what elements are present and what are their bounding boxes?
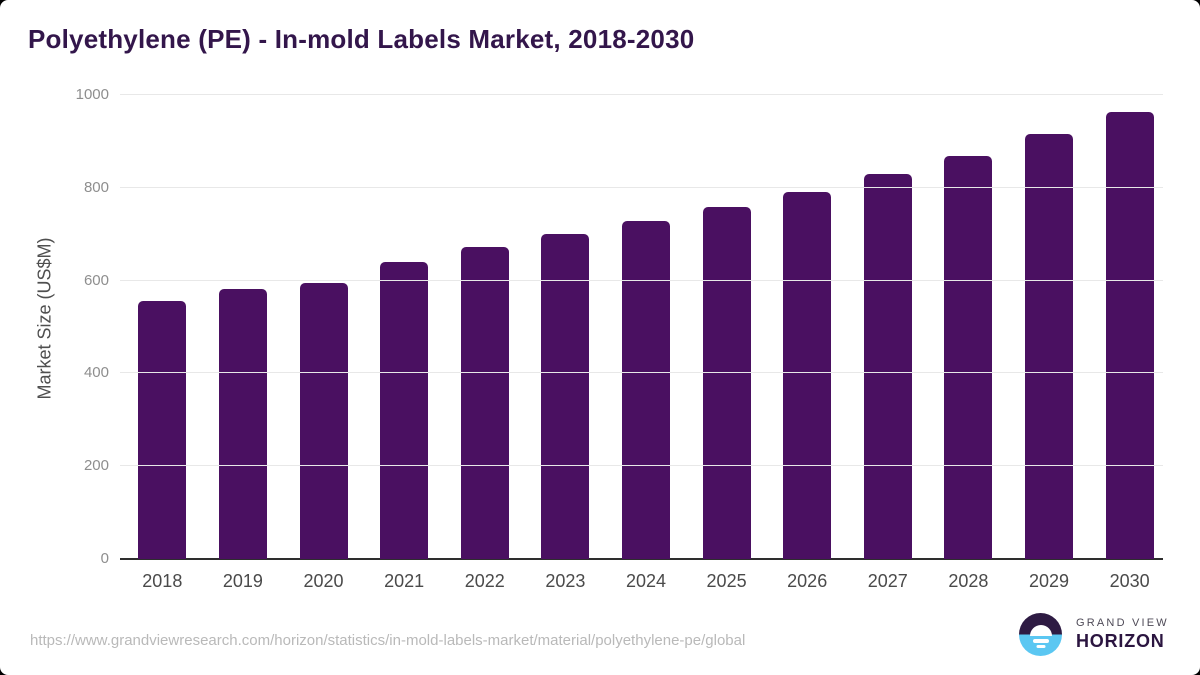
chart-title: Polyethylene (PE) - In-mold Labels Marke… xyxy=(28,24,695,54)
logo-text-block: GRAND VIEW HORIZON xyxy=(1076,617,1169,652)
y-tick-label-600: 600 xyxy=(83,271,109,289)
x-tick-label-2022: 2022 xyxy=(464,571,505,591)
bar-slot-2025 xyxy=(686,206,767,559)
bar-2022[interactable] xyxy=(460,247,509,559)
bar-slot-2027 xyxy=(847,174,928,559)
gridline-400 xyxy=(120,372,1163,374)
y-tick-label-800: 800 xyxy=(83,178,109,196)
x-tick-label-2027: 2027 xyxy=(867,571,908,591)
x-tick-label-2030: 2030 xyxy=(1109,571,1150,591)
logo-reflection-line-1 xyxy=(1032,638,1049,643)
logo-product-name: HORIZON xyxy=(1076,631,1165,651)
bar-2025[interactable] xyxy=(702,206,751,559)
bars-layer xyxy=(122,95,1170,559)
bar-slot-2021 xyxy=(364,261,445,559)
x-tick-label-2018: 2018 xyxy=(142,571,183,591)
bar-2019[interactable] xyxy=(218,288,267,559)
x-tick-label-2026: 2026 xyxy=(787,571,828,591)
y-axis-title: Market Size (US$M) xyxy=(27,158,63,478)
bar-2028[interactable] xyxy=(944,155,993,559)
x-axis-labels: 2018 2019 2020 2021 2022 2023 2024 2025 2026 2027… xyxy=(122,571,1170,592)
y-tick-label-400: 400 xyxy=(83,364,109,382)
bar-slot-2019 xyxy=(203,288,284,559)
bar-slot-2026 xyxy=(767,191,848,559)
gridline-1000 xyxy=(120,94,1163,95)
bar-slot-2023 xyxy=(525,234,606,559)
x-tick-label-2023: 2023 xyxy=(545,571,586,591)
source-url: https://www.grandviewresearch.com/horizo… xyxy=(30,632,746,649)
gridline-800 xyxy=(120,186,1163,188)
x-tick-label-2021: 2021 xyxy=(384,571,425,591)
bar-2020[interactable] xyxy=(299,283,348,559)
y-tick-label-1000: 1000 xyxy=(75,86,109,103)
bar-2023[interactable] xyxy=(541,234,590,559)
x-tick-label-2020: 2020 xyxy=(303,571,344,591)
bar-2030[interactable] xyxy=(1105,111,1154,559)
bar-slot-2018 xyxy=(122,301,203,559)
bar-2018[interactable] xyxy=(138,301,187,559)
gridline-600 xyxy=(120,279,1163,281)
bar-2026[interactable] xyxy=(783,191,832,559)
logo-brand-name: GRAND VIEW xyxy=(1076,617,1169,629)
x-tick-label-2024: 2024 xyxy=(625,571,666,591)
bar-slot-2022 xyxy=(444,247,525,559)
logo-dome-shape xyxy=(1029,624,1052,636)
bar-2027[interactable] xyxy=(863,174,912,559)
bar-slot-2029 xyxy=(1009,134,1090,559)
x-tick-label-2025: 2025 xyxy=(706,571,747,591)
bar-slot-2020 xyxy=(283,283,364,559)
sunrise-logo-icon xyxy=(1019,613,1062,656)
x-tick-label-2019: 2019 xyxy=(222,571,263,591)
bar-slot-2028 xyxy=(928,155,1009,559)
y-tick-label-0: 0 xyxy=(100,550,109,567)
bar-2024[interactable] xyxy=(621,221,670,559)
grand-view-horizon-logo: GRAND VIEW HORIZON xyxy=(1019,613,1169,656)
y-tick-label-200: 200 xyxy=(83,457,109,475)
x-tick-label-2028: 2028 xyxy=(948,571,989,591)
plot-area: 2018 2019 2020 2021 2022 2023 2024 2025 2026 2027… xyxy=(76,86,1163,591)
logo-reflection-line-2 xyxy=(1036,644,1045,648)
x-axis-line xyxy=(120,558,1163,560)
bar-slot-2024 xyxy=(606,221,687,559)
y-axis-title-text: Market Size (US$M) xyxy=(34,236,55,400)
bar-2029[interactable] xyxy=(1025,134,1073,559)
bar-slot-2030 xyxy=(1089,111,1170,559)
gridline-200 xyxy=(120,465,1163,467)
bar-2021[interactable] xyxy=(380,261,429,559)
x-tick-label-2029: 2029 xyxy=(1028,571,1070,591)
